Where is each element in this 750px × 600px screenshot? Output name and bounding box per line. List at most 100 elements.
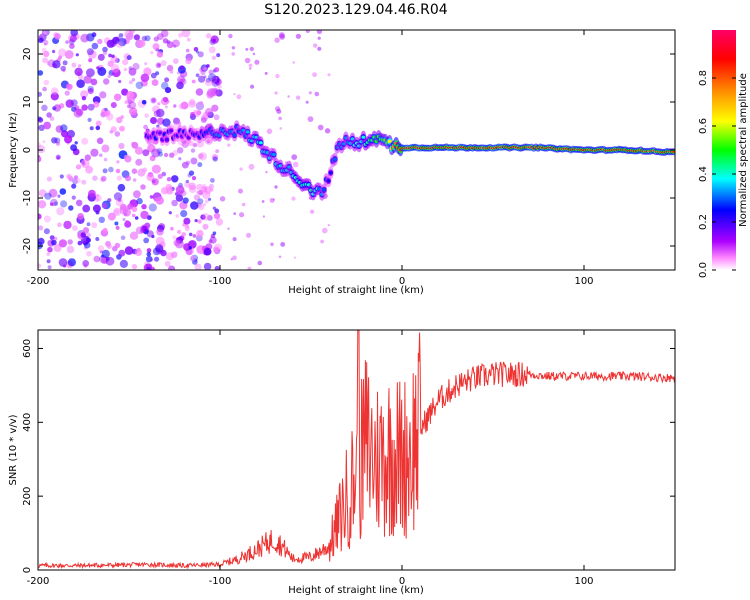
noise-blob bbox=[88, 58, 93, 63]
noise-blob bbox=[196, 50, 199, 54]
noise-blob bbox=[58, 239, 67, 248]
noise-blob bbox=[257, 260, 263, 266]
noise-blob bbox=[82, 162, 86, 166]
noise-blob bbox=[82, 227, 90, 234]
noise-blob bbox=[196, 183, 203, 191]
noise-blob bbox=[87, 88, 94, 95]
noise-blob bbox=[208, 46, 216, 54]
heatmap-xlabel: Height of straight line (km) bbox=[288, 285, 424, 296]
noise-blob bbox=[228, 33, 233, 39]
heatmap-ylabel: Frequency (Hz) bbox=[8, 112, 19, 188]
noise-blob bbox=[205, 77, 211, 83]
noise-blob bbox=[96, 137, 104, 145]
x-tick-label: 100 bbox=[574, 276, 593, 287]
noise-blob bbox=[179, 65, 185, 70]
noise-blob bbox=[114, 221, 119, 226]
noise-blob bbox=[87, 85, 94, 93]
noise-blob bbox=[156, 51, 164, 58]
noise-blob bbox=[113, 93, 122, 102]
noise-blob bbox=[188, 232, 193, 237]
noise-blob bbox=[203, 262, 212, 270]
noise-blob bbox=[180, 101, 189, 110]
noise-blob bbox=[90, 148, 99, 157]
noise-blob bbox=[110, 102, 117, 108]
noise-blob bbox=[41, 47, 47, 53]
noise-blob bbox=[99, 91, 107, 99]
noise-blob bbox=[83, 241, 91, 249]
noise-blob bbox=[42, 140, 46, 144]
noise-blob bbox=[114, 209, 120, 215]
noise-blob bbox=[150, 97, 157, 104]
x-tick-label: -200 bbox=[27, 576, 50, 587]
noise-blob bbox=[199, 67, 204, 72]
noise-blob bbox=[66, 245, 75, 254]
noise-blob bbox=[245, 48, 249, 51]
noise-blob bbox=[193, 47, 199, 52]
noise-blob bbox=[47, 246, 53, 253]
noise-blob bbox=[188, 170, 195, 176]
noise-blob bbox=[212, 156, 218, 162]
noise-blob bbox=[185, 57, 192, 65]
noise-blob bbox=[74, 141, 78, 145]
noise-blob bbox=[196, 229, 204, 238]
noise-blob bbox=[72, 178, 78, 185]
noise-blob bbox=[54, 137, 61, 144]
noise-blob bbox=[102, 168, 108, 174]
noise-blob bbox=[149, 195, 154, 199]
noise-blob bbox=[249, 46, 254, 52]
noise-blob bbox=[99, 153, 103, 157]
noise-blob bbox=[204, 199, 209, 204]
noise-blob bbox=[244, 57, 251, 64]
noise-blob bbox=[41, 104, 48, 112]
noise-blob bbox=[72, 225, 78, 232]
noise-blob bbox=[115, 225, 120, 230]
noise-blob bbox=[117, 198, 122, 202]
noise-blob bbox=[80, 33, 90, 43]
noise-blob bbox=[120, 235, 126, 241]
noise-blob bbox=[189, 255, 197, 262]
noise-blob bbox=[147, 144, 156, 153]
snr-xlabel: Height of straight line (km) bbox=[288, 585, 424, 596]
ridge-core bbox=[245, 130, 250, 134]
noise-blob bbox=[103, 109, 111, 117]
y-tick-label: 0 bbox=[22, 567, 33, 573]
noise-blob bbox=[54, 33, 61, 40]
noise-blob bbox=[317, 36, 321, 40]
noise-blob bbox=[161, 171, 167, 177]
noise-blob bbox=[177, 147, 184, 154]
noise-blob bbox=[134, 216, 139, 220]
noise-blob bbox=[55, 125, 64, 133]
noise-blob bbox=[70, 144, 77, 152]
noise-blob bbox=[38, 70, 44, 76]
noise-blob bbox=[87, 117, 92, 122]
noise-blob bbox=[135, 158, 143, 166]
ridge-core bbox=[322, 188, 327, 192]
noise-blob bbox=[67, 258, 76, 267]
noise-blob bbox=[105, 256, 115, 266]
noise-blob bbox=[317, 46, 322, 51]
noise-blob bbox=[287, 95, 290, 98]
noise-blob bbox=[131, 206, 138, 213]
noise-blob bbox=[42, 57, 49, 64]
noise-blob bbox=[190, 157, 198, 165]
noise-blob bbox=[64, 90, 70, 96]
noise-blob bbox=[38, 200, 47, 209]
noise-blob bbox=[95, 193, 100, 198]
noise-blob bbox=[191, 79, 196, 84]
noise-blob bbox=[80, 232, 87, 238]
noise-blob bbox=[204, 108, 214, 117]
noise-blob bbox=[211, 154, 219, 161]
noise-blob bbox=[278, 255, 282, 259]
noise-blob bbox=[105, 113, 114, 121]
noise-blob bbox=[166, 64, 174, 72]
noise-blob bbox=[188, 182, 196, 190]
noise-blob bbox=[241, 202, 246, 207]
noise-blob bbox=[178, 32, 183, 38]
y-tick-label: 10 bbox=[22, 96, 33, 109]
noise-blob bbox=[60, 200, 68, 208]
noise-blob bbox=[170, 226, 174, 231]
noise-blob bbox=[118, 249, 126, 257]
